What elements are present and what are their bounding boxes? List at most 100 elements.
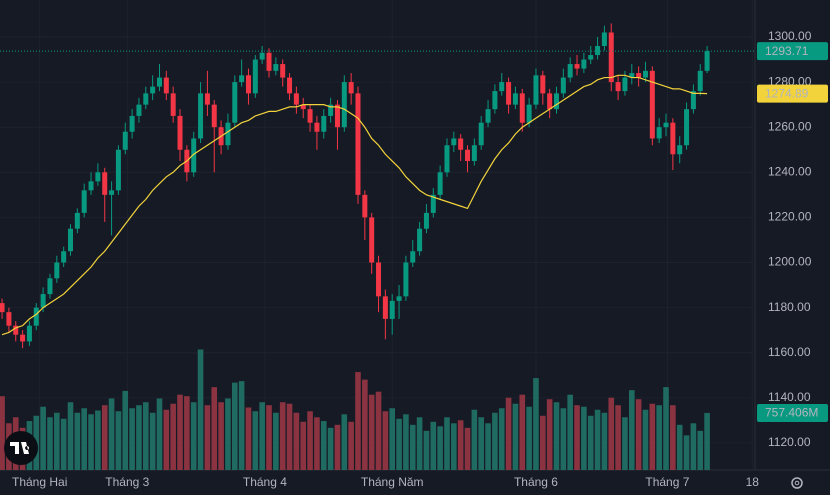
candle-body (225, 122, 231, 146)
volume-bar (54, 412, 60, 470)
x-tick-label: 18 (746, 475, 760, 489)
candle-body (649, 70, 655, 139)
volume-bar (184, 396, 190, 470)
volume-bar (622, 417, 628, 470)
y-tick-label: 1140.00 (768, 390, 811, 404)
volume-bar (457, 420, 464, 470)
volume-bar (615, 405, 621, 470)
volume-bar (403, 414, 409, 470)
candle-body (526, 104, 532, 123)
candle-body (143, 93, 149, 105)
candle-body (33, 307, 39, 326)
volume-bar (225, 398, 231, 470)
candle-body (341, 82, 347, 128)
candle-body (451, 138, 457, 146)
candle-body (595, 46, 601, 56)
candle-body (81, 190, 87, 213)
volume-bar (382, 411, 389, 470)
ma-label-box (757, 84, 828, 103)
candle-body (115, 149, 121, 191)
moving-average (1, 74, 708, 336)
candle-body (348, 82, 354, 94)
volume-bar (663, 387, 669, 470)
gear-center[interactable] (794, 480, 800, 486)
candle-body (410, 251, 416, 263)
candle-body (622, 77, 628, 92)
volume-bar (697, 430, 704, 470)
candle-body (6, 312, 12, 326)
volume-bar (245, 407, 252, 470)
x-tick-label: Tháng 7 (645, 475, 689, 489)
candle-body (533, 75, 539, 105)
candle-body (259, 52, 265, 60)
candle-body (273, 64, 279, 71)
volume-bar (286, 403, 293, 470)
y-tick-label: 1120.00 (768, 435, 811, 449)
candle-body (465, 149, 471, 162)
candle-body (156, 77, 162, 87)
volume-bar (334, 424, 341, 470)
volume-bar (60, 418, 67, 470)
volume-bar (396, 418, 402, 470)
volume-bar (533, 378, 539, 470)
candle-body (109, 190, 115, 195)
volume-bar (478, 417, 485, 470)
candle-body (13, 325, 19, 335)
candle-body (88, 181, 94, 191)
volume-bar (170, 403, 176, 470)
candle-body (608, 32, 614, 83)
volume-bar (471, 409, 478, 470)
candle-body (670, 122, 676, 155)
candle-body (198, 93, 204, 139)
candle-body (506, 82, 512, 105)
volume-bar (142, 402, 149, 470)
volume-bar (279, 402, 286, 470)
volume-bar (95, 410, 101, 470)
x-tick-label: Tháng 4 (243, 475, 287, 489)
volume-bar (546, 399, 553, 470)
x-tick-label: Tháng Năm (361, 475, 424, 489)
volume-label: 757.406M (765, 406, 818, 420)
candle-body (40, 294, 46, 308)
last-price-label-box (757, 42, 828, 61)
volume-bar (690, 423, 697, 470)
candle-body (574, 64, 580, 69)
volume-bar (314, 417, 320, 470)
candle-body (642, 70, 648, 78)
last-price-label: 1293.71 (765, 44, 809, 58)
candle-body (122, 131, 128, 150)
ma-label: 1274.89 (765, 86, 809, 100)
volume-bar (642, 409, 649, 470)
candle-body (519, 93, 525, 123)
candle-body (74, 212, 80, 229)
candle-body (211, 104, 217, 128)
volume-bar (238, 381, 245, 470)
gear[interactable] (791, 477, 803, 489)
volume-bar (74, 412, 81, 470)
candle-body (47, 278, 53, 295)
candle-body (588, 55, 594, 60)
volume-bar (293, 412, 300, 470)
volume-bar (683, 435, 690, 470)
candle-body (150, 86, 156, 94)
volume-bar (649, 403, 656, 470)
volume-bar (252, 411, 259, 470)
candle-body (266, 52, 272, 71)
volume-bar (300, 421, 307, 470)
candle-body (307, 109, 313, 123)
candle-body (245, 75, 251, 94)
volume-bar (88, 414, 94, 470)
volume-bar (136, 405, 142, 470)
volume-bar (211, 387, 218, 470)
candle-body (54, 262, 60, 279)
candle-body (280, 64, 286, 78)
volume-bar (389, 408, 396, 470)
candle-body (136, 104, 142, 116)
y-tick-label: 1260.00 (768, 119, 812, 133)
volume-bar (348, 421, 354, 470)
volume-bar (540, 415, 546, 470)
settings-icon[interactable] (791, 477, 803, 489)
candle-body (553, 93, 559, 110)
